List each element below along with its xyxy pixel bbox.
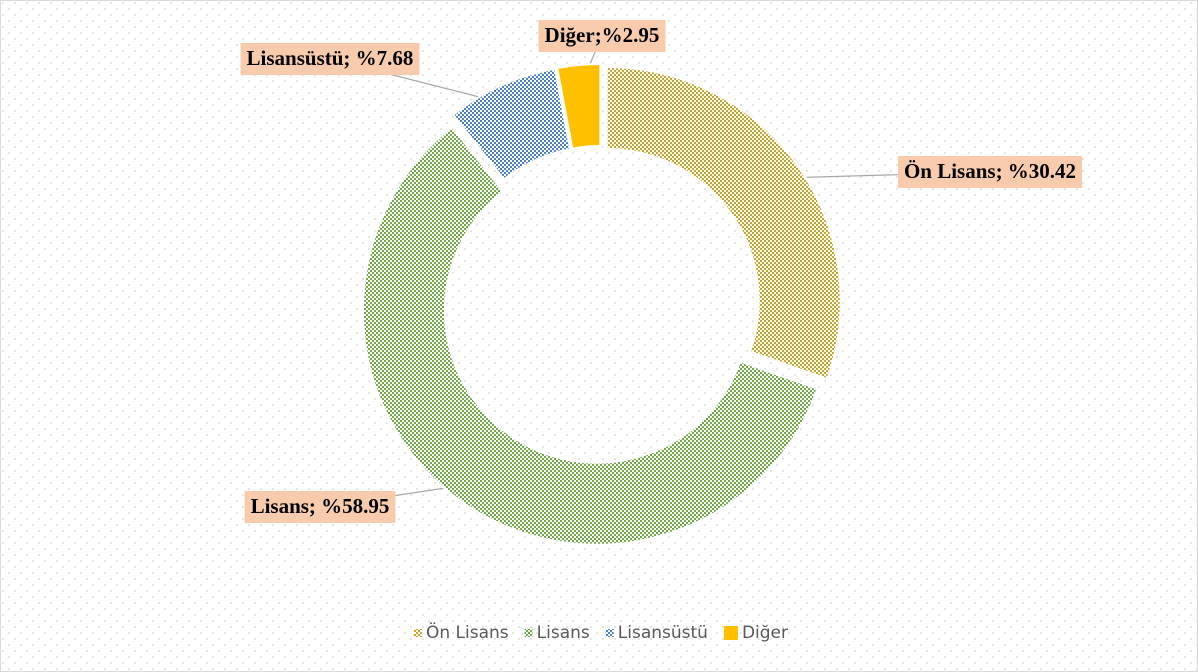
donut-slice	[361, 125, 819, 546]
data-label: Lisans; %58.95	[251, 494, 390, 518]
data-label-background	[244, 491, 396, 523]
legend-label: Diğer	[742, 623, 788, 643]
legend-label: Lisansüstü	[618, 623, 708, 643]
data-label: Lisansüstü; %7.68	[247, 46, 414, 70]
data-label: Diğer;%2.95	[545, 23, 660, 47]
legend: Ön Lisans Lisans Lisansüstü Diğer	[413, 621, 788, 643]
legend-marker	[605, 629, 614, 637]
legend-label: Ön Lisans	[426, 621, 509, 643]
data-label: Ön Lisans; %30.42	[904, 159, 1076, 183]
legend-label: Lisans	[537, 623, 590, 643]
legend-marker	[723, 626, 738, 640]
data-label-background	[240, 43, 420, 75]
donut-slice	[451, 67, 572, 181]
legend-marker	[524, 629, 533, 637]
donut-slice	[556, 63, 602, 150]
data-label-background	[897, 156, 1083, 188]
data-label-background	[538, 20, 666, 52]
donut-slice	[605, 65, 842, 381]
labels: Ön Lisans; %30.42 Lisans; %58.95 Lisansüst…	[240, 20, 1083, 523]
legend-marker	[413, 629, 422, 637]
